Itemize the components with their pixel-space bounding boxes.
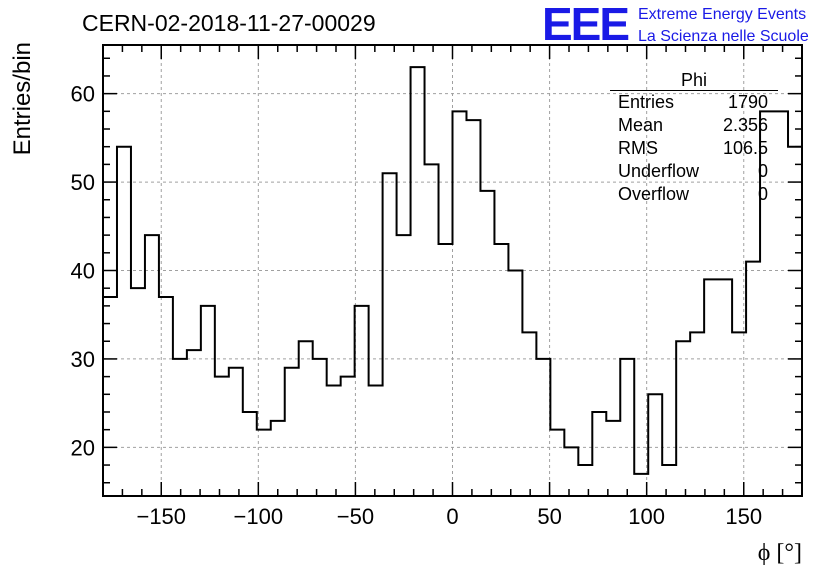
histogram-bin <box>732 332 746 496</box>
stats-label: Entries <box>618 92 675 112</box>
histogram-bin <box>453 111 467 496</box>
histogram-bin <box>606 421 620 496</box>
logo-line-2: La Scienza nelle Scuole <box>638 28 809 45</box>
x-tick-label: −100 <box>234 504 284 529</box>
histogram-bin <box>536 359 550 496</box>
stats-row-overflow: Overflow 0 <box>618 184 768 206</box>
histogram-bin <box>494 244 508 496</box>
eee-logo: EEE Extreme Energy Events La Scienza nel… <box>542 0 832 48</box>
histogram-bin <box>592 412 606 496</box>
x-tick-label: 0 <box>446 504 458 529</box>
histogram-bin <box>704 279 718 496</box>
histogram-bin <box>411 67 425 496</box>
stats-label: Overflow <box>618 184 690 204</box>
stats-value: 106.5 <box>722 138 768 158</box>
stats-value: 2.356 <box>722 115 768 135</box>
x-tick-label: 150 <box>725 504 762 529</box>
x-tick-label: −150 <box>136 504 186 529</box>
histogram-bin <box>285 368 299 496</box>
y-tick-label: 30 <box>71 347 95 372</box>
histogram-bin <box>215 377 229 496</box>
logo-mark: EEE <box>542 0 630 50</box>
grid-lines <box>103 45 802 496</box>
histogram-bin <box>620 359 634 496</box>
histogram-bin <box>117 147 131 496</box>
histogram-outline <box>103 66 802 475</box>
histogram-bin <box>746 262 760 496</box>
axis-ticks <box>102 45 803 496</box>
histogram-bin <box>690 332 704 496</box>
y-tick-label: 20 <box>71 435 95 460</box>
histogram-bin <box>676 341 690 496</box>
histogram-bin <box>327 385 341 496</box>
stats-label: Underflow <box>618 161 700 181</box>
histogram-bin <box>243 412 257 496</box>
histogram-bin <box>131 288 145 496</box>
y-tick-label: 40 <box>71 259 95 284</box>
histogram-bin <box>425 164 439 496</box>
histogram-bin <box>718 279 732 496</box>
stats-title: Phi <box>680 70 707 90</box>
stats-value: 0 <box>757 184 768 204</box>
histogram-bin <box>369 385 383 496</box>
histogram-bin <box>564 447 578 496</box>
x-tick-label: 100 <box>628 504 665 529</box>
histogram-bin <box>355 306 369 496</box>
histogram-bin <box>229 368 243 496</box>
x-axis-label: ϕ [°] <box>758 540 802 566</box>
histogram-bin <box>299 341 313 496</box>
y-axis-label: Entries/bin <box>9 42 36 155</box>
histogram-bin <box>173 359 187 496</box>
y-tick-label: 50 <box>71 170 95 195</box>
histogram-bin <box>648 394 662 496</box>
histogram-bin <box>383 173 397 496</box>
logo-line-1: Extreme Energy Events <box>638 6 807 23</box>
x-tick-label: 50 <box>537 504 561 529</box>
histogram-bin <box>480 191 494 496</box>
histogram-bin <box>187 350 201 496</box>
stats-row-underflow: Underflow 0 <box>618 161 768 183</box>
histogram-bin <box>662 465 676 496</box>
stats-row-entries: Entries 1790 <box>618 92 768 114</box>
histogram-bin <box>522 332 536 496</box>
stats-value: 1790 <box>727 92 768 112</box>
stats-label: Mean <box>618 115 664 135</box>
histogram-bin <box>103 297 117 496</box>
histogram-bin <box>313 359 327 496</box>
histogram-bin <box>145 235 159 496</box>
stats-box: Phi Entries 1790 Mean 2.356 RMS 106.5 Un… <box>610 70 778 210</box>
chart-title: CERN-02-2018-11-27-00029 <box>82 10 376 36</box>
histogram-bin <box>508 271 522 497</box>
histogram-bin <box>439 244 453 496</box>
y-tick-label: 60 <box>71 82 95 107</box>
x-tick-label: −50 <box>337 504 374 529</box>
histogram-bin <box>397 235 411 496</box>
histogram-bin <box>550 430 564 496</box>
stats-label: RMS <box>618 138 658 158</box>
stats-value: 0 <box>757 161 768 181</box>
histogram-bin <box>201 306 215 496</box>
axis-labels: −150 −100 −50 0 50 100 150 20 30 40 50 60 ϕ [°] Entri… <box>9 42 802 566</box>
histogram-bin <box>578 465 592 496</box>
stats-row-rms: RMS 106.5 <box>618 138 768 160</box>
histogram-bin <box>341 377 355 496</box>
histogram-bin <box>159 297 173 496</box>
histogram-series <box>103 66 802 497</box>
histogram-bin <box>466 120 480 496</box>
stats-divider <box>610 90 778 91</box>
histogram-bin <box>271 421 285 496</box>
stats-row-mean: Mean 2.356 <box>618 115 768 137</box>
